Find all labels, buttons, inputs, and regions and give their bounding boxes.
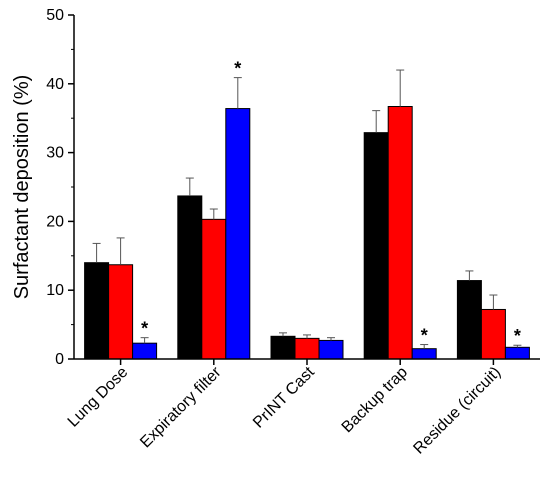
bar bbox=[270, 335, 296, 360]
significance-markers: * * * * bbox=[141, 59, 521, 347]
significance-star: * bbox=[514, 326, 521, 346]
significance-star: * bbox=[234, 59, 241, 79]
bar bbox=[294, 337, 320, 360]
bar bbox=[318, 339, 344, 360]
bar bbox=[201, 218, 227, 360]
y-tick-label: 40 bbox=[46, 76, 64, 93]
y-tick-label: 30 bbox=[46, 145, 64, 162]
bar bbox=[225, 108, 251, 360]
bar bbox=[132, 342, 158, 360]
significance-star: * bbox=[141, 319, 148, 339]
y-tick-label: 20 bbox=[46, 213, 64, 230]
y-tick-label: 0 bbox=[55, 351, 64, 368]
category-label: Lung Dose bbox=[65, 364, 132, 431]
category-labels: Lung Dose Expiratory filter PrINT Cast Back… bbox=[65, 359, 504, 458]
y-tick-label: 10 bbox=[46, 282, 64, 299]
bar bbox=[108, 264, 134, 360]
significance-star: * bbox=[421, 326, 428, 346]
bars-layer bbox=[84, 106, 530, 360]
y-tick-label: 50 bbox=[46, 7, 64, 24]
bar bbox=[363, 132, 389, 360]
category-label: PrINT Cast bbox=[250, 363, 318, 431]
y-axis-title: Surfactant deposition (%) bbox=[11, 75, 33, 300]
bar bbox=[456, 280, 482, 360]
category-label: Backup trap bbox=[339, 364, 411, 436]
bar bbox=[84, 262, 110, 360]
bar bbox=[387, 106, 413, 360]
bar bbox=[480, 308, 506, 360]
bar bbox=[504, 346, 530, 360]
category-label: Residue (circuit) bbox=[410, 364, 504, 458]
error-bars-layer bbox=[92, 69, 522, 349]
category-label: Expiratory filter bbox=[137, 363, 225, 451]
y-ticks: 0 10 20 30 40 50 bbox=[46, 7, 74, 368]
bar bbox=[177, 195, 203, 360]
bar bbox=[411, 348, 437, 360]
